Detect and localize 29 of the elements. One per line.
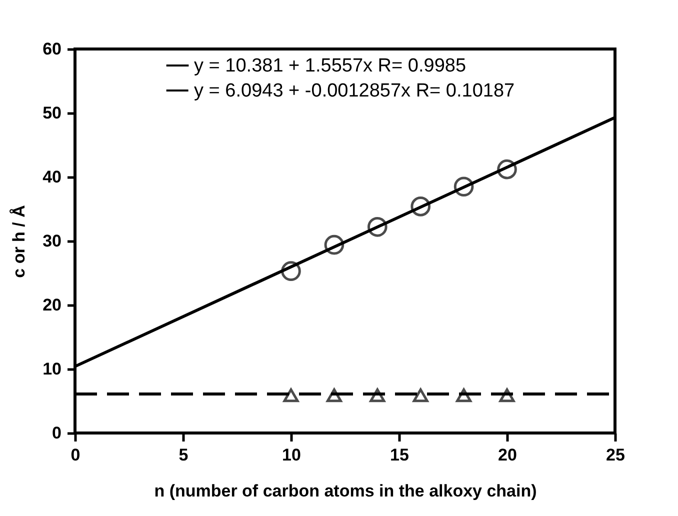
- legend-label: y = 6.0943 + -0.0012857x R= 0.10187: [194, 80, 515, 102]
- point: [497, 159, 517, 180]
- y-tick-label: 10: [42, 360, 62, 378]
- y-tick-label: 50: [42, 104, 62, 122]
- y-tick-label: 20: [42, 296, 62, 314]
- point: [326, 388, 342, 402]
- point: [454, 176, 474, 196]
- x-tick-label: 5: [178, 446, 188, 464]
- x-tick-label: 15: [390, 446, 409, 464]
- point: [370, 388, 386, 402]
- point: [324, 234, 344, 255]
- y-tick-label: 0: [52, 424, 62, 442]
- x-axis-title: n (number of carbon atoms in the alkoxy chain): [154, 482, 537, 500]
- legend-label: y = 10.381 + 1.5557x R= 0.9985: [194, 56, 466, 76]
- point: [456, 388, 472, 402]
- point: [367, 217, 388, 237]
- y-tick-label: 40: [42, 168, 62, 186]
- point: [281, 261, 301, 281]
- point: [412, 388, 428, 402]
- x-tick-label: 20: [498, 446, 517, 464]
- y-tick-label: 60: [42, 40, 62, 58]
- y-tick-label: 30: [42, 232, 62, 250]
- point: [283, 388, 299, 402]
- point: [410, 196, 431, 216]
- y-axis-title: c or h / Å: [10, 205, 29, 278]
- x-tick-label: 10: [282, 446, 301, 464]
- x-tick-label: 0: [70, 446, 80, 464]
- point: [499, 388, 515, 402]
- x-tick-label: 25: [606, 446, 625, 464]
